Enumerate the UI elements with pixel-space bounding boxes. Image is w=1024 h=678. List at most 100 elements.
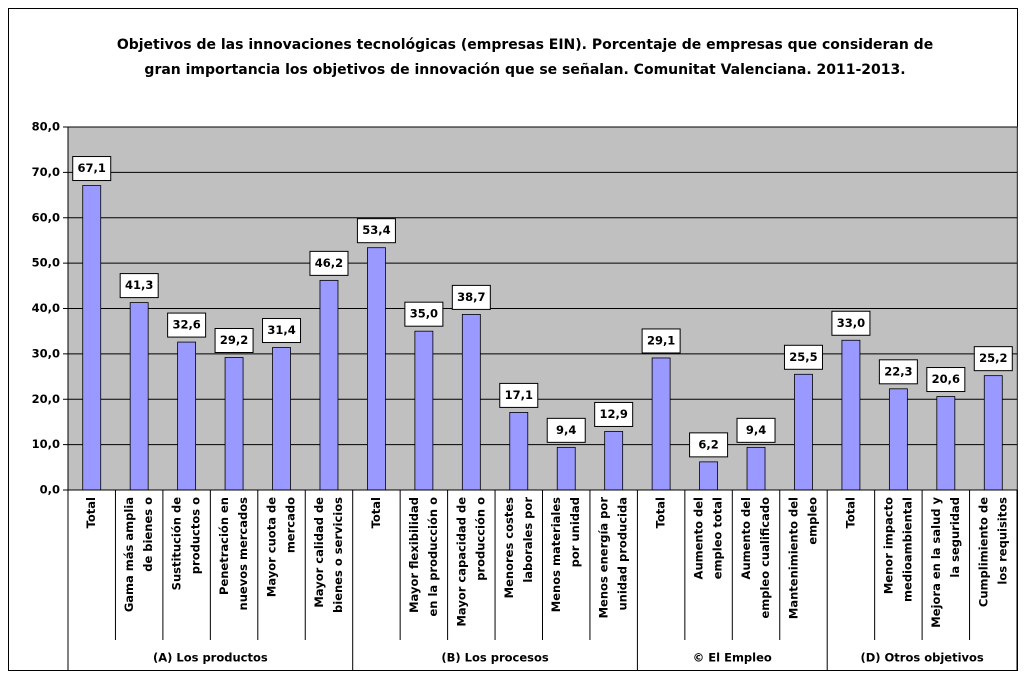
x-tick-label: Sustitución de xyxy=(170,497,184,591)
y-tick-label: 50,0 xyxy=(32,256,60,270)
x-tick-label: empleo total xyxy=(711,497,725,579)
x-tick-label: empleo xyxy=(805,497,819,545)
value-label: 20,6 xyxy=(932,372,960,386)
value-label: 31,4 xyxy=(267,323,295,337)
value-label: 32,6 xyxy=(172,318,200,332)
value-label: 9,4 xyxy=(746,423,766,437)
x-tick-label: Mayor flexibilidad xyxy=(407,497,421,613)
value-label-box xyxy=(451,284,491,310)
group-label: (A) Los productos xyxy=(153,651,268,665)
bar xyxy=(746,446,766,491)
value-label-box xyxy=(926,367,966,393)
value-label-box xyxy=(546,417,586,443)
group-label: (B) Los procesos xyxy=(441,651,549,665)
value-label-box xyxy=(973,346,1013,372)
y-tick-label: 20,0 xyxy=(32,392,60,406)
value-label-box xyxy=(641,328,681,354)
value-label-box xyxy=(356,218,396,244)
value-label: 53,4 xyxy=(362,223,390,237)
x-tick-label: Total xyxy=(369,497,383,528)
value-label-box xyxy=(831,310,871,336)
y-tick-label: 70,0 xyxy=(32,165,60,179)
value-label: 17,1 xyxy=(505,388,533,402)
value-label: 6,2 xyxy=(698,437,718,451)
value-label-box xyxy=(878,359,918,385)
bar xyxy=(129,302,149,491)
x-tick-label: Aumento del xyxy=(739,497,753,579)
y-tick-label: 30,0 xyxy=(32,346,60,360)
group-label: (D) Otros objetivos xyxy=(860,651,983,665)
y-tick-label: 60,0 xyxy=(32,210,60,224)
y-tick-label: 40,0 xyxy=(32,301,60,315)
value-label: 12,9 xyxy=(599,407,627,421)
x-tick-label: Mantenimiento del xyxy=(786,497,800,619)
bar xyxy=(367,247,386,491)
bar xyxy=(509,412,529,491)
bar xyxy=(699,461,718,491)
y-tick-label: 0,0 xyxy=(40,483,60,497)
value-label-box xyxy=(214,328,254,354)
chart-title: Objetivos de las innovaciones tecnológic… xyxy=(117,37,933,53)
x-tick-label: por unidad xyxy=(568,497,582,567)
bar xyxy=(82,185,102,491)
x-tick-label: Menores costes xyxy=(502,497,516,599)
bar xyxy=(461,313,481,491)
bar xyxy=(224,357,244,491)
x-tick-label: Menor impacto xyxy=(881,497,895,594)
x-tick-label: laborales por xyxy=(521,497,535,583)
value-label-box xyxy=(499,382,539,408)
value-label: 29,2 xyxy=(220,333,248,347)
value-label: 29,1 xyxy=(647,333,675,347)
x-tick-label: Aumento del xyxy=(692,497,706,579)
value-label: 41,3 xyxy=(125,278,153,292)
value-label: 46,2 xyxy=(315,256,343,270)
value-label: 35,0 xyxy=(410,307,438,321)
bar xyxy=(177,341,197,491)
value-label-box xyxy=(783,344,823,370)
x-tick-label: Mayor calidad de xyxy=(312,497,326,608)
value-label-box xyxy=(119,273,159,299)
value-label: 38,7 xyxy=(457,290,485,304)
x-tick-label: Mayor cuota de xyxy=(265,497,279,597)
y-tick-label: 10,0 xyxy=(32,437,60,451)
bar xyxy=(983,375,1003,491)
value-label: 25,2 xyxy=(979,351,1007,365)
bar xyxy=(841,339,861,491)
value-label: 9,4 xyxy=(556,423,576,437)
value-label: 22,3 xyxy=(884,364,912,378)
x-tick-label: unidad producida xyxy=(616,497,630,611)
x-tick-label: Mejora en la salud y xyxy=(929,497,943,628)
x-tick-label: producción o xyxy=(473,497,487,581)
x-tick-label: medioambiental xyxy=(900,497,914,602)
value-label-box xyxy=(72,156,112,182)
x-tick-label: Total xyxy=(843,497,857,528)
x-tick-label: Mayor capacidad de xyxy=(454,497,468,627)
value-label-box xyxy=(736,417,776,443)
value-label-box xyxy=(404,301,444,327)
bar xyxy=(888,388,908,491)
x-tick-label: Menos energía por xyxy=(597,497,611,619)
bar xyxy=(936,396,956,491)
bar xyxy=(556,446,576,491)
bar xyxy=(794,373,813,491)
x-tick-label: Cumplimiento de xyxy=(976,497,990,607)
x-tick-label: Total xyxy=(654,497,668,528)
value-label-box xyxy=(594,401,634,427)
group-label: © El Empleo xyxy=(693,651,772,665)
bar xyxy=(604,431,624,491)
x-tick-label: Gama más amplia xyxy=(122,497,136,612)
x-tick-label: de bienes o xyxy=(141,497,155,572)
x-tick-label: Total xyxy=(84,497,98,528)
x-tick-label: nuevos mercados xyxy=(236,497,250,611)
x-tick-label: empleo cualificado xyxy=(758,497,772,619)
x-tick-label: mercado xyxy=(284,497,298,553)
x-tick-label: Menos materiales xyxy=(549,497,563,612)
value-label: 33,0 xyxy=(837,316,865,330)
value-label-box xyxy=(167,312,207,338)
y-tick-label: 80,0 xyxy=(32,120,60,134)
bar xyxy=(414,330,434,491)
x-tick-label: la seguridad xyxy=(948,497,962,578)
value-label-box xyxy=(689,432,729,458)
bar xyxy=(319,279,339,491)
value-label: 67,1 xyxy=(78,161,106,175)
